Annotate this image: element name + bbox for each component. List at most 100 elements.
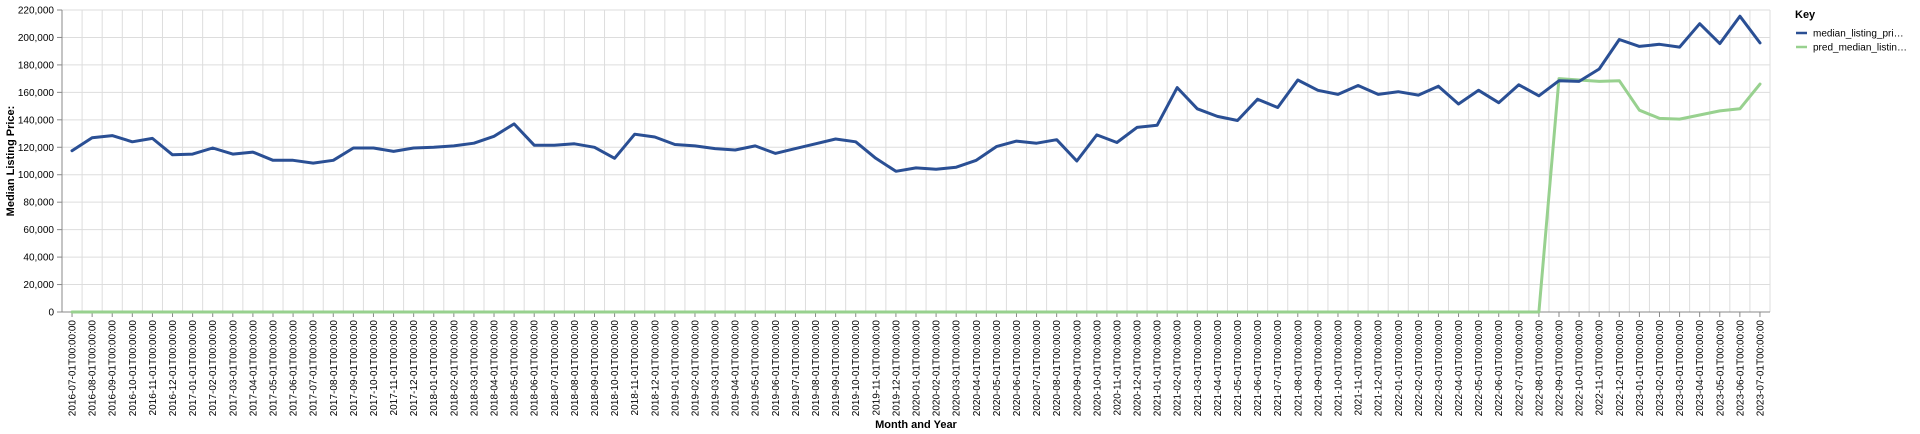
x-tick-label: 2018-06-01T00:00:00 <box>530 320 541 417</box>
legend-title: Key <box>1795 9 1816 21</box>
x-tick-label: 2020-10-01T00:00:00 <box>1092 320 1103 417</box>
x-tick-label: 2022-05-01T00:00:00 <box>1474 320 1485 417</box>
y-tick-label: 220,000 <box>18 6 55 17</box>
x-tick-label: 2022-07-01T00:00:00 <box>1514 320 1525 417</box>
y-tick-label: 140,000 <box>18 115 55 126</box>
series-line-0 <box>70 14 1762 173</box>
x-tick-label: 2019-03-01T00:00:00 <box>711 320 722 417</box>
x-tick-label: 2023-05-01T00:00:00 <box>1715 320 1726 417</box>
x-tick-label: 2021-06-01T00:00:00 <box>1253 320 1264 417</box>
x-tick-label: 2016-10-01T00:00:00 <box>128 320 139 417</box>
x-tick-label: 2016-11-01T00:00:00 <box>148 320 159 416</box>
legend-label: median_listing_pri… <box>1813 29 1904 40</box>
x-tick-label: 2018-07-01T00:00:00 <box>550 320 561 417</box>
y-tick-label: 180,000 <box>18 60 55 71</box>
x-tick-label: 2019-12-01T00:00:00 <box>891 320 902 417</box>
x-tick-label: 2018-03-01T00:00:00 <box>469 320 480 417</box>
x-tick-label: 2021-04-01T00:00:00 <box>1213 320 1224 417</box>
x-tick-label: 2017-12-01T00:00:00 <box>409 320 420 417</box>
y-tick-label: 60,000 <box>23 225 54 236</box>
x-tick-label: 2018-12-01T00:00:00 <box>650 320 661 417</box>
x-tick-label: 2022-11-01T00:00:00 <box>1595 320 1606 416</box>
x-tick-label: 2020-08-01T00:00:00 <box>1052 320 1063 417</box>
x-tick-label: 2020-03-01T00:00:00 <box>952 320 963 417</box>
x-tick-label: 2021-08-01T00:00:00 <box>1293 320 1304 417</box>
x-tick-label: 2019-07-01T00:00:00 <box>791 320 802 417</box>
x-tick-label: 2019-09-01T00:00:00 <box>831 320 842 417</box>
series-lines <box>70 14 1762 314</box>
x-tick-label: 2017-03-01T00:00:00 <box>228 320 239 417</box>
x-tick-label: 2020-07-01T00:00:00 <box>1032 320 1043 417</box>
x-tick-label: 2017-10-01T00:00:00 <box>369 320 380 417</box>
x-tick-label: 2019-02-01T00:00:00 <box>690 320 701 417</box>
x-tick-label: 2018-10-01T00:00:00 <box>610 320 621 417</box>
y-tick-label: 40,000 <box>23 253 54 264</box>
x-tick-label: 2023-07-01T00:00:00 <box>1755 320 1766 417</box>
x-tick-label: 2018-05-01T00:00:00 <box>510 320 521 417</box>
x-tick-label: 2022-12-01T00:00:00 <box>1615 320 1626 417</box>
x-tick-label: 2016-09-01T00:00:00 <box>108 320 119 417</box>
x-tick-label: 2019-11-01T00:00:00 <box>871 320 882 416</box>
x-tick-label: 2020-06-01T00:00:00 <box>1012 320 1023 417</box>
x-tick-label: 2022-06-01T00:00:00 <box>1494 320 1505 417</box>
x-axis-title: Month and Year <box>875 419 957 431</box>
x-tick-label: 2019-01-01T00:00:00 <box>670 320 681 417</box>
x-tick-label: 2020-11-01T00:00:00 <box>1112 320 1123 416</box>
x-tick-label: 2019-05-01T00:00:00 <box>751 320 762 417</box>
x-tick-label: 2018-02-01T00:00:00 <box>449 320 460 417</box>
y-tick-label: 200,000 <box>18 33 55 44</box>
legend-label: pred_median_listin… <box>1813 43 1907 54</box>
y-tick-label: 20,000 <box>23 280 54 291</box>
x-tick-label: 2021-10-01T00:00:00 <box>1333 320 1344 417</box>
x-tick-label: 2018-11-01T00:00:00 <box>630 320 641 416</box>
x-tick-label: 2016-08-01T00:00:00 <box>88 320 99 417</box>
x-tick-label: 2021-12-01T00:00:00 <box>1374 320 1385 417</box>
x-tick-label: 2022-08-01T00:00:00 <box>1534 320 1545 417</box>
x-tick-label: 2017-05-01T00:00:00 <box>268 320 279 417</box>
x-tick-label: 2022-10-01T00:00:00 <box>1575 320 1586 417</box>
x-tick-label: 2021-05-01T00:00:00 <box>1233 320 1244 417</box>
x-tick-label: 2020-04-01T00:00:00 <box>972 320 983 417</box>
x-tick-label: 2019-04-01T00:00:00 <box>731 320 742 417</box>
x-tick-label: 2023-04-01T00:00:00 <box>1695 320 1706 417</box>
y-tick-label: 100,000 <box>18 170 55 181</box>
y-tick-label: 0 <box>48 308 54 319</box>
x-tick-label: 2018-01-01T00:00:00 <box>429 320 440 417</box>
x-tick-label: 2021-03-01T00:00:00 <box>1193 320 1204 417</box>
x-tick-label: 2017-02-01T00:00:00 <box>208 320 219 417</box>
x-tick-label: 2017-07-01T00:00:00 <box>309 320 320 417</box>
x-tick-label: 2017-11-01T00:00:00 <box>389 320 400 416</box>
x-tick-label: 2016-07-01T00:00:00 <box>68 320 79 417</box>
x-tick-label: 2017-06-01T00:00:00 <box>289 320 300 417</box>
x-tick-label: 2019-10-01T00:00:00 <box>851 320 862 417</box>
x-tick-label: 2023-01-01T00:00:00 <box>1635 320 1646 417</box>
legend-items: median_listing_pri… pred_median_listin… <box>1796 29 1907 54</box>
x-tick-label: 2019-06-01T00:00:00 <box>771 320 782 417</box>
x-tick-label: 2016-12-01T00:00:00 <box>168 320 179 417</box>
x-tick-label: 2019-08-01T00:00:00 <box>811 320 822 417</box>
x-tick-label: 2022-02-01T00:00:00 <box>1414 320 1425 417</box>
x-tick-label: 2017-08-01T00:00:00 <box>329 320 340 417</box>
x-tick-label: 2018-08-01T00:00:00 <box>570 320 581 417</box>
x-tick-label: 2022-09-01T00:00:00 <box>1555 320 1566 417</box>
x-tick-label: 2018-04-01T00:00:00 <box>490 320 501 417</box>
x-axis-ticks: 2016-07-01T00:00:00 2016-08-01T00:00:00 20… <box>68 312 1766 417</box>
y-axis-title: Median Listing Price: <box>5 106 17 217</box>
x-tick-label: 2020-09-01T00:00:00 <box>1072 320 1083 417</box>
x-tick-label: 2023-03-01T00:00:00 <box>1675 320 1686 417</box>
x-tick-label: 2023-02-01T00:00:00 <box>1655 320 1666 417</box>
y-axis-ticks: 0 20,000 40,000 60,000 80,000 100,000 120,000 1… <box>18 6 62 319</box>
x-tick-label: 2020-05-01T00:00:00 <box>992 320 1003 417</box>
x-tick-label: 2023-06-01T00:00:00 <box>1735 320 1746 417</box>
x-tick-label: 2020-12-01T00:00:00 <box>1133 320 1144 417</box>
x-tick-label: 2017-09-01T00:00:00 <box>349 320 360 417</box>
x-tick-label: 2022-01-01T00:00:00 <box>1394 320 1405 417</box>
x-tick-label: 2021-01-01T00:00:00 <box>1153 320 1164 417</box>
x-tick-label: 2022-04-01T00:00:00 <box>1454 320 1465 417</box>
x-tick-label: 2021-11-01T00:00:00 <box>1354 320 1365 416</box>
x-tick-label: 2017-01-01T00:00:00 <box>188 320 199 417</box>
legend: Key median_listing_pri… pred_median_listi… <box>1795 9 1907 54</box>
x-tick-label: 2021-09-01T00:00:00 <box>1313 320 1324 417</box>
